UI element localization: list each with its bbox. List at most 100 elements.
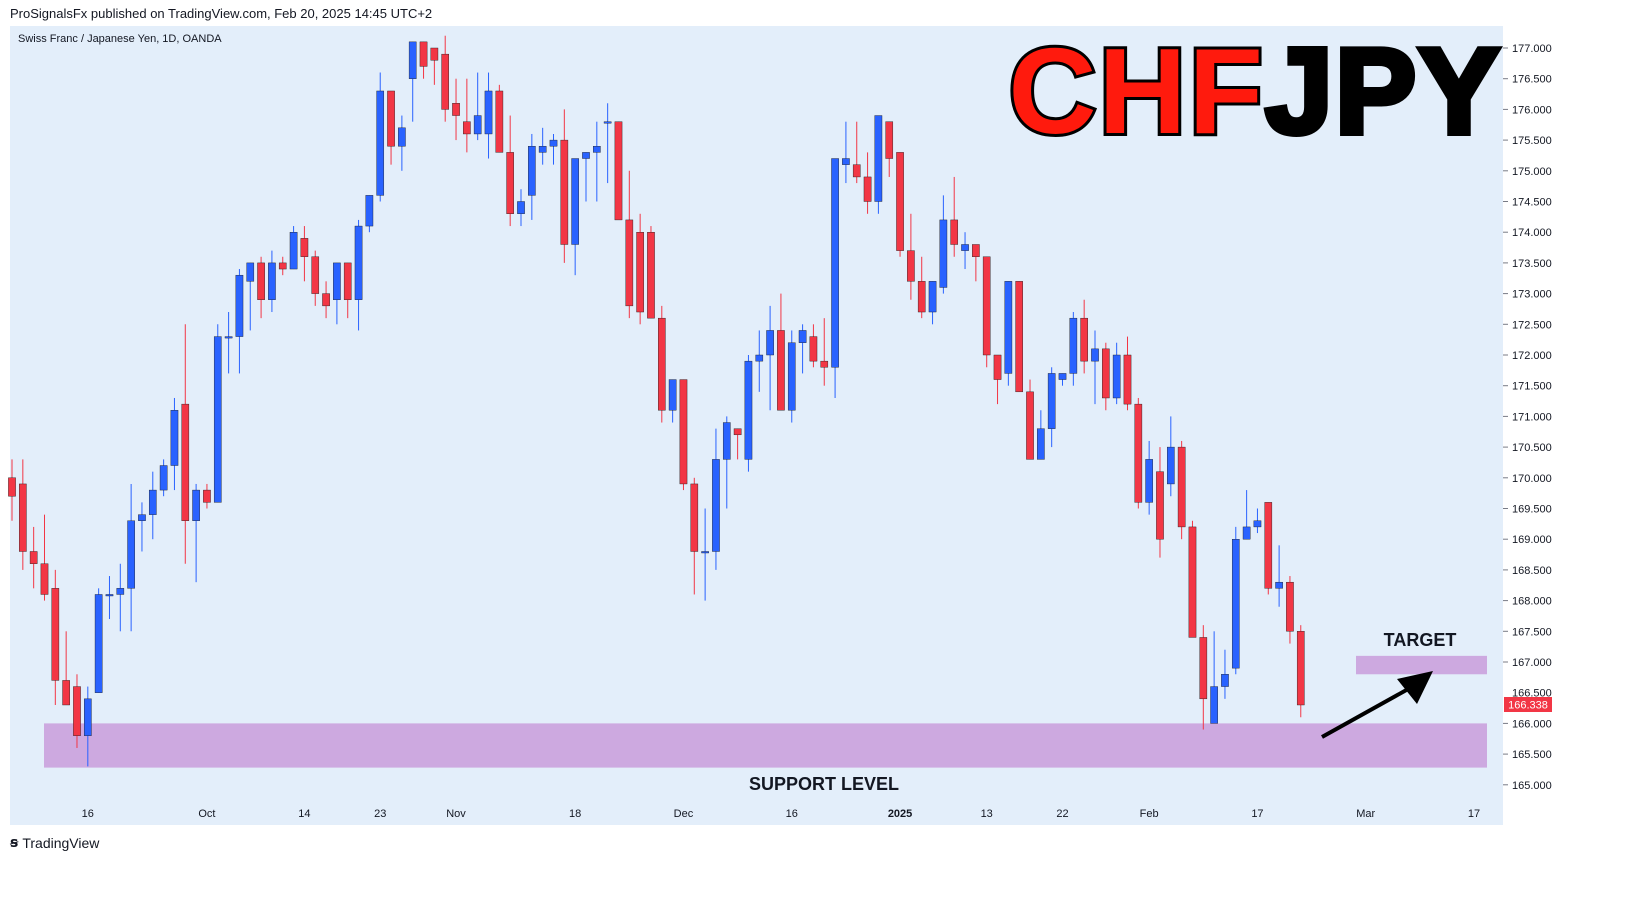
- candle-body: [1264, 502, 1273, 589]
- x-tick-label: 14: [298, 808, 310, 820]
- candle: [658, 305, 666, 423]
- candle-body: [441, 53, 450, 110]
- tradingview-footer[interactable]: ꞩ TradingView: [10, 834, 99, 851]
- candle-body: [105, 594, 114, 597]
- candle: [863, 152, 872, 214]
- y-tick-label: 169.000: [1512, 534, 1552, 546]
- candle: [972, 244, 980, 282]
- candle: [463, 78, 471, 153]
- y-tick-label: 167.500: [1512, 626, 1552, 638]
- candle: [907, 213, 915, 300]
- candle: [495, 84, 504, 153]
- target-zone: [1356, 655, 1487, 675]
- candle-body: [863, 176, 872, 202]
- candle: [1221, 649, 1229, 699]
- chart-area[interactable]: [10, 26, 1503, 825]
- candle: [668, 379, 677, 423]
- candle-body: [1242, 526, 1251, 540]
- candle: [246, 262, 255, 331]
- candle: [744, 355, 753, 472]
- x-tick-label: 23: [374, 808, 386, 820]
- candle-body: [430, 47, 439, 61]
- y-tick-label: 166.000: [1512, 718, 1552, 730]
- candle: [982, 256, 991, 368]
- candle-body: [1058, 373, 1067, 380]
- candle: [636, 213, 644, 325]
- x-tick-label: 18: [569, 808, 581, 820]
- candle: [19, 459, 27, 570]
- candle-body: [506, 152, 514, 214]
- candle-body: [138, 514, 146, 521]
- candle: [939, 195, 948, 294]
- y-tick-label: 165.000: [1512, 780, 1552, 792]
- candle-body: [701, 551, 709, 554]
- candle: [343, 262, 352, 319]
- candle: [1069, 312, 1078, 386]
- symbol-title: Swiss Franc / Japanese Yen, 1D, OANDA: [18, 33, 222, 45]
- candle: [798, 324, 807, 374]
- candle-body: [982, 256, 991, 356]
- candle: [1058, 373, 1067, 386]
- candle-body: [1188, 526, 1197, 638]
- candle-body: [690, 483, 699, 552]
- support-zone: [44, 723, 1487, 768]
- tradingview-logo-icon: ꞩ: [10, 834, 18, 850]
- candle: [376, 72, 385, 202]
- candle-body: [1112, 354, 1121, 399]
- candle-body: [322, 293, 330, 307]
- candle-body: [939, 219, 948, 288]
- candle-body: [885, 121, 894, 159]
- candle: [1015, 281, 1023, 393]
- y-tick-label: 172.500: [1512, 319, 1552, 331]
- candle-body: [463, 121, 471, 135]
- candle: [690, 477, 699, 595]
- candle: [148, 471, 157, 540]
- candle: [40, 514, 49, 601]
- candle-body: [1026, 391, 1034, 460]
- candle: [8, 459, 16, 521]
- candle: [365, 195, 374, 233]
- candle: [1156, 447, 1164, 558]
- candle-body: [235, 274, 244, 337]
- candle-body: [744, 360, 753, 460]
- candle: [62, 631, 70, 706]
- candle: [722, 416, 731, 509]
- y-tick-label: 166.500: [1512, 688, 1552, 700]
- x-tick-label: Oct: [198, 808, 215, 820]
- candle: [885, 121, 894, 177]
- candle-body: [29, 551, 38, 564]
- candle-body: [1253, 520, 1262, 528]
- candle: [1145, 440, 1153, 515]
- candle-body: [387, 90, 395, 147]
- candle-body: [8, 477, 16, 497]
- candle: [138, 502, 146, 552]
- candle: [354, 219, 363, 331]
- candle: [213, 324, 222, 503]
- candle-body: [1091, 348, 1099, 362]
- y-tick-label: 175.000: [1512, 166, 1552, 178]
- candle: [809, 324, 818, 368]
- candle-body: [257, 262, 265, 300]
- candle: [712, 428, 720, 570]
- candle: [1026, 379, 1034, 460]
- candle-body: [538, 146, 547, 153]
- y-tick-label: 174.500: [1512, 197, 1552, 209]
- candle: [484, 72, 493, 159]
- support-level-label: SUPPORT LEVEL: [749, 774, 899, 794]
- candle-body: [961, 244, 969, 251]
- candle: [777, 293, 785, 411]
- candle: [1275, 545, 1283, 607]
- candle: [257, 256, 265, 319]
- candle: [116, 563, 125, 632]
- candle: [29, 526, 38, 589]
- candle-body: [116, 588, 125, 595]
- candle-body: [311, 256, 320, 294]
- candle-body: [852, 164, 861, 178]
- candle-body: [213, 336, 222, 503]
- candle-body: [787, 342, 796, 411]
- candle-body: [343, 262, 352, 300]
- candle-body: [1080, 317, 1088, 362]
- candle-body: [398, 127, 406, 147]
- candle: [679, 379, 688, 491]
